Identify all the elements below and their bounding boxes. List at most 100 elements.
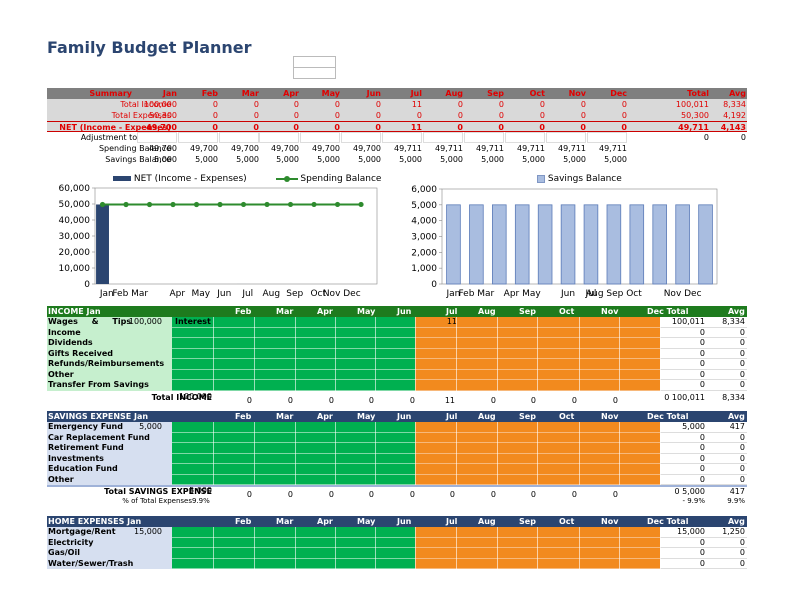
summary-cell[interactable] xyxy=(219,132,259,143)
total-cells xyxy=(660,464,747,475)
summary-row: Savings Balance 5,000 5,000 5,000 5,000 5,000… xyxy=(47,154,747,165)
month-cells-green[interactable] xyxy=(172,474,415,485)
summary-row: Total Income 100,000 0 0 0 0 0 11 0 0 0 0 0 100,011 8,… xyxy=(47,99,747,110)
savings-row: Emergency Fund 5,000 5,000 417 xyxy=(47,422,747,433)
grid-line xyxy=(335,317,336,391)
month-cells-green[interactable] xyxy=(172,548,415,559)
page-title: Family Budget Planner xyxy=(47,38,252,57)
month-cells-green[interactable] xyxy=(172,464,415,475)
month-header: Aug xyxy=(478,307,496,316)
month-header: Apr xyxy=(317,412,333,421)
grid-line xyxy=(579,422,580,485)
pct-avg: 9.9% xyxy=(727,496,745,505)
summary-avg xyxy=(706,143,746,154)
x-tick-label: Jun xyxy=(216,289,231,299)
grid-line xyxy=(295,422,296,485)
row-label: Other xyxy=(47,369,172,380)
grid-line xyxy=(254,317,255,391)
grid-line xyxy=(660,527,661,569)
month-header: Jul xyxy=(446,307,458,316)
summary-cell: 0 xyxy=(539,123,545,132)
month-cells-green[interactable] xyxy=(172,380,415,391)
summary-cell: 0 xyxy=(621,123,627,132)
month-cells-green[interactable] xyxy=(172,527,415,538)
month-cells-green[interactable] xyxy=(172,453,415,464)
summary-cell: 49,700 xyxy=(271,144,299,153)
row-label: Transfer From Savings xyxy=(47,380,172,391)
summary-avg: 4,143 xyxy=(720,123,746,132)
month-cells-green[interactable] xyxy=(172,443,415,454)
row-avg: 0 xyxy=(739,380,745,389)
grid-line xyxy=(497,317,498,391)
month-cells-green[interactable] xyxy=(172,338,415,349)
month-cells-green[interactable] xyxy=(172,558,415,569)
row-label: Gifts Received xyxy=(47,348,172,359)
total-cell: 0 xyxy=(328,395,334,405)
month-header: Oct xyxy=(559,412,575,421)
row-total: 0 xyxy=(699,474,705,484)
total-cells xyxy=(660,443,747,454)
grid-line xyxy=(579,527,580,569)
summary-cell: 0 xyxy=(253,123,259,132)
summary-cell: 49,700 xyxy=(353,144,381,153)
month-cells-green[interactable] xyxy=(172,359,415,370)
summary-cell: 0 xyxy=(375,123,381,132)
plot-area xyxy=(94,187,378,285)
summary-cell: 0 xyxy=(539,100,545,109)
month-header: Feb xyxy=(235,412,252,421)
cell-box[interactable] xyxy=(293,67,336,79)
line-point xyxy=(264,201,270,208)
month-cells-green[interactable] xyxy=(172,348,415,359)
summary-cell[interactable] xyxy=(137,132,177,143)
total-cell: 0 xyxy=(612,395,618,405)
month-header: Mar xyxy=(241,89,259,98)
grid-line xyxy=(213,422,214,485)
total-cells xyxy=(660,422,747,433)
month-cells-green[interactable] xyxy=(172,537,415,548)
bar xyxy=(652,204,667,285)
summary-cell: 0 xyxy=(457,111,463,120)
summary-avg: 8,334 xyxy=(723,100,746,109)
month-cells-green[interactable] xyxy=(172,422,415,433)
savings-total-row: Total SAVINGS EXPENSE 5,000 0 0 0 0 0 0 0 0 0 0 0 5,… xyxy=(47,485,747,499)
row-label: Wages & Tips xyxy=(47,317,172,328)
summary-cell[interactable] xyxy=(382,132,422,143)
summary-header: Summary Jan Feb Mar Apr May Jun Jul Aug Sep Oct Nov… xyxy=(47,88,747,99)
summary-cell[interactable] xyxy=(300,132,340,143)
summary-row-label: Spending Balance xyxy=(98,144,171,153)
month-header: Jul xyxy=(446,412,458,421)
line-point xyxy=(217,201,223,208)
savings-section: SAVINGS EXPENSE Jan Feb Mar Apr May Jun Jul Aug… xyxy=(47,411,747,507)
month-header: Dec Total xyxy=(647,412,689,421)
summary-cell[interactable] xyxy=(546,132,586,143)
summary-row-label: NET (Income - Expenses) xyxy=(59,123,171,132)
section-title: HOME EXPENSES Jan xyxy=(48,517,142,526)
summary-cell[interactable] xyxy=(341,132,381,143)
row-total: 100,011 xyxy=(671,317,705,326)
summary-cell[interactable] xyxy=(505,132,545,143)
month-header: Apr xyxy=(283,89,299,98)
summary-cell[interactable] xyxy=(423,132,463,143)
month-cells-green[interactable] xyxy=(172,432,415,443)
summary-cell[interactable] xyxy=(464,132,504,143)
grid-line xyxy=(456,527,457,569)
home-row: Water/Sewer/Trash 0 0 xyxy=(47,558,747,569)
month-header: Aug xyxy=(445,89,463,98)
summary-total: 100,011 xyxy=(675,100,709,109)
x-tick-label: Aug xyxy=(262,289,280,299)
total-cell: 0 xyxy=(490,395,496,405)
line-point xyxy=(358,201,364,208)
month-cells-green[interactable] xyxy=(172,369,415,380)
row-label: Electricity xyxy=(47,537,172,548)
row-total: 0 xyxy=(699,558,705,568)
grid-line xyxy=(537,422,538,485)
month-cells-green[interactable] xyxy=(172,327,415,338)
summary-row: NET (Income - Expenses) 49,700 0 0 0 0 0 11 0 0 0 0… xyxy=(47,121,747,132)
grid-line xyxy=(254,422,255,485)
income-total-row: Total INCOME 100,000 0 0 0 0 0 11 0 0 0 0 0 100,011 8… xyxy=(47,390,747,405)
bar xyxy=(96,204,109,284)
summary-cell[interactable] xyxy=(178,132,218,143)
month-cells-green[interactable] xyxy=(172,317,415,328)
summary-cell[interactable] xyxy=(259,132,299,143)
summary-cell[interactable] xyxy=(587,132,627,143)
